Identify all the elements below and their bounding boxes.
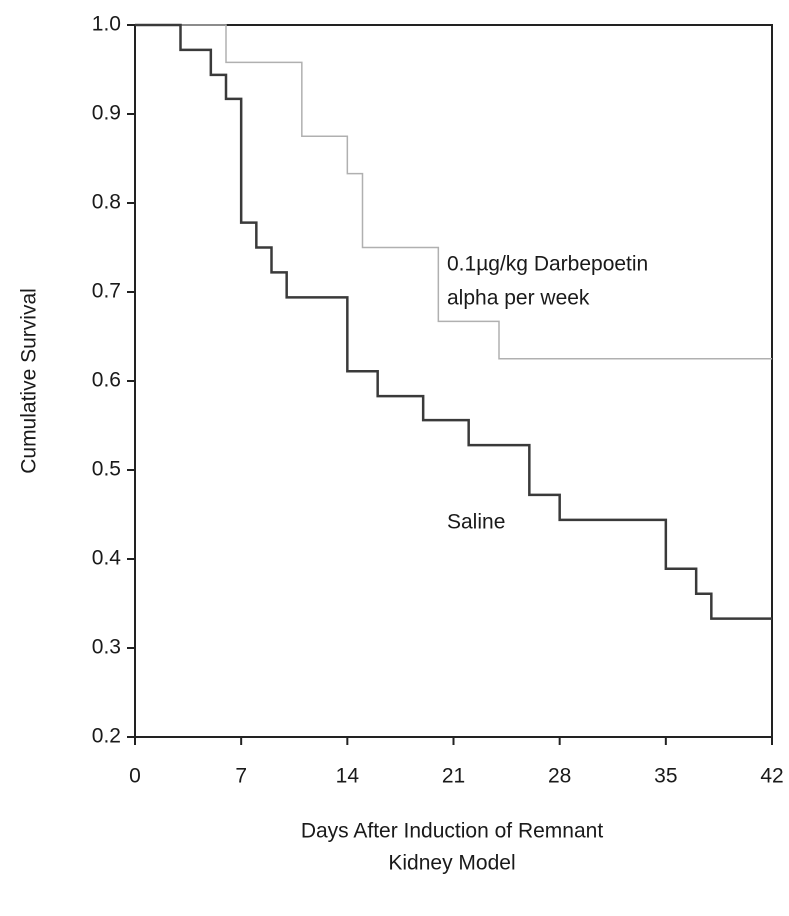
annotation: Saline [447, 511, 505, 534]
annotation: 0.1µg/kg Darbepoetin [447, 253, 648, 276]
x-tick-label: 42 [760, 765, 783, 788]
survival-line [135, 23, 772, 620]
y-tick-label: 0.2 [92, 725, 121, 748]
x-tick-label: 14 [336, 765, 360, 788]
x-tick-label: 0 [129, 765, 141, 788]
x-axis-label: Days After Induction of Remnant [301, 820, 603, 843]
y-tick-label: 0.4 [92, 547, 122, 570]
x-axis-label: Kidney Model [388, 852, 515, 875]
y-tick-label: 0.8 [92, 191, 121, 214]
x-tick-label: 28 [548, 765, 571, 788]
annotation: alpha per week [447, 287, 590, 310]
y-tick-label: 0.9 [92, 102, 121, 125]
y-tick-label: 1.0 [92, 13, 121, 36]
x-tick-label: 21 [442, 765, 465, 788]
survival-line [135, 24, 772, 360]
y-tick-label: 0.5 [92, 458, 121, 481]
plot-frame [134, 24, 773, 738]
y-axis-label: Cumulative Survival [18, 288, 41, 474]
y-tick-label: 0.7 [92, 280, 121, 303]
y-tick-label: 0.6 [92, 369, 121, 392]
x-tick-label: 7 [235, 765, 247, 788]
x-tick-label: 35 [654, 765, 677, 788]
y-tick-label: 0.3 [92, 636, 121, 659]
